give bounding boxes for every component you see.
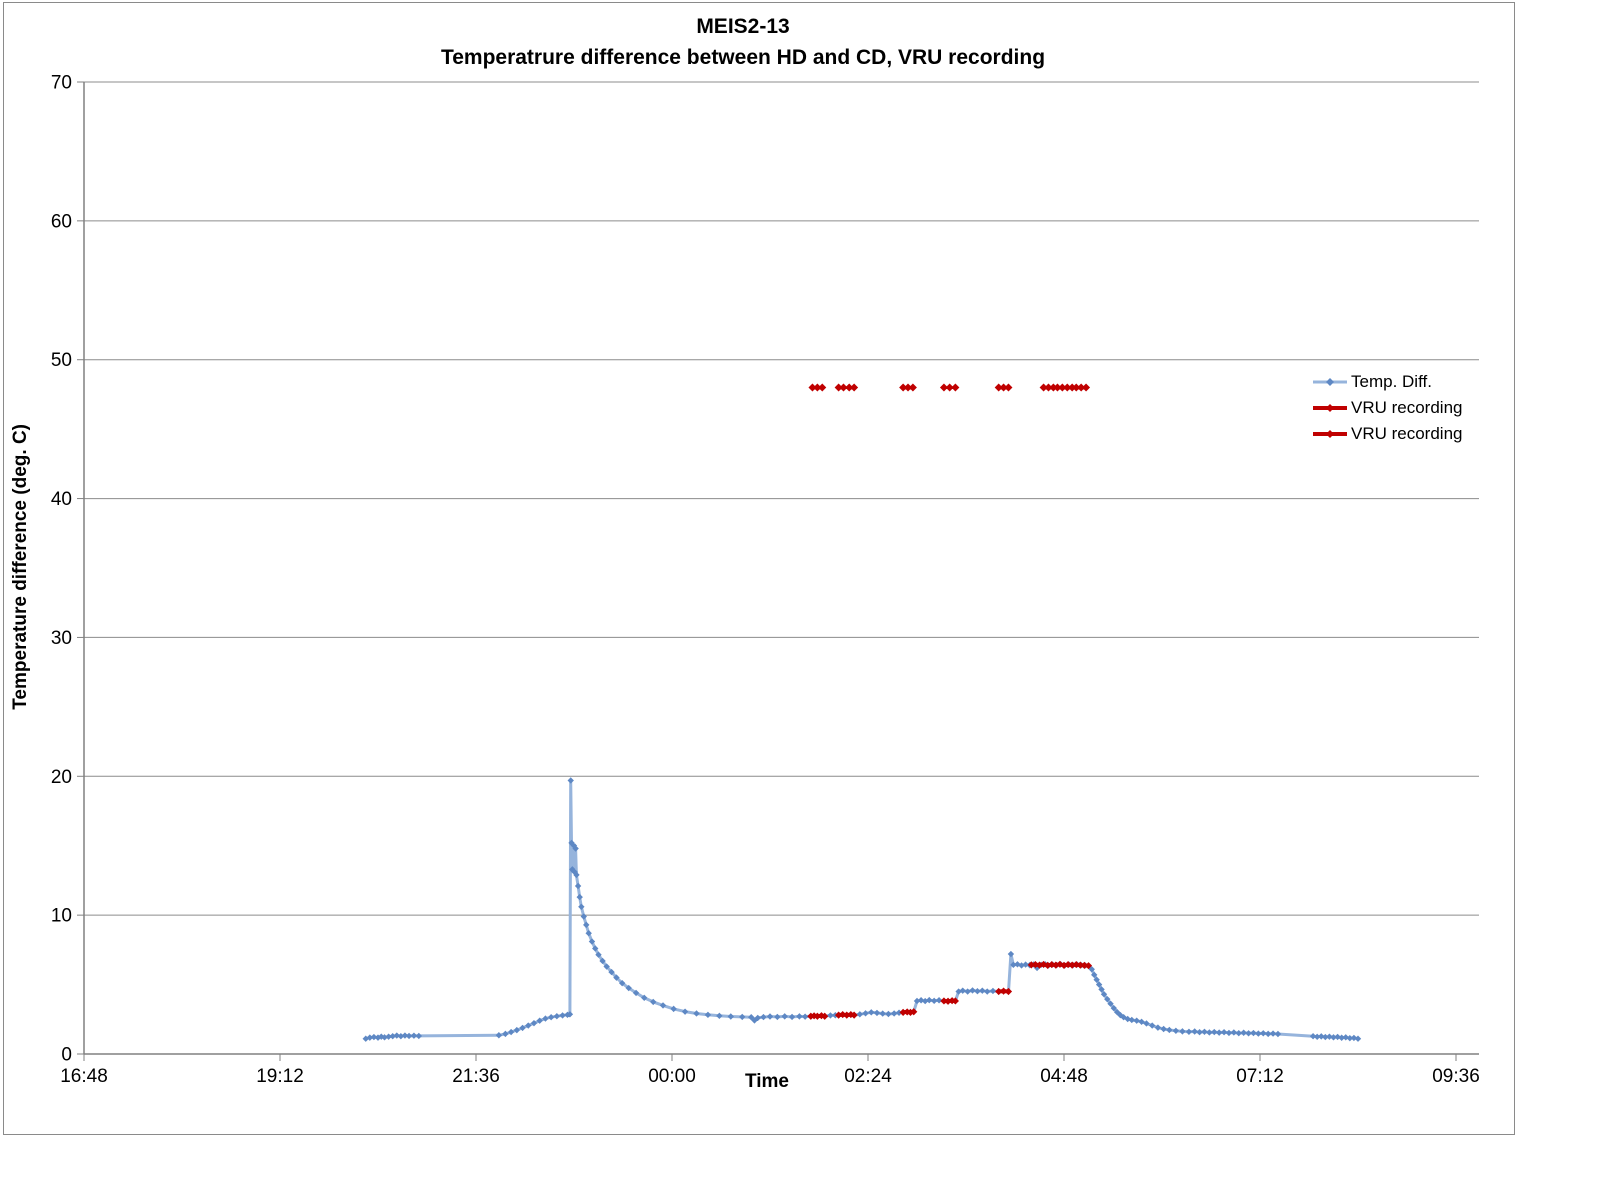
legend-label: VRU recording: [1351, 398, 1463, 417]
svg-text:16:48: 16:48: [60, 1066, 108, 1087]
svg-text:20: 20: [51, 767, 72, 788]
vru-recording-line-icon: [1313, 430, 1347, 438]
svg-text:19:12: 19:12: [256, 1066, 304, 1087]
svg-text:07:12: 07:12: [1236, 1066, 1284, 1087]
y-axis-title-wrap: Temperature difference (deg. C): [10, 80, 32, 1054]
svg-text:00:00: 00:00: [648, 1066, 696, 1087]
chart-subtitle: Temperatrure difference between HD and C…: [440, 46, 1046, 69]
legend-label: VRU recording: [1351, 424, 1463, 443]
chart: 0 10 20 30 40 50 60 70 16:48 19:12 21:36 00:00 02:24…: [3, 2, 1515, 1135]
temp-diff-line-icon: [1313, 378, 1347, 386]
chart-title: MEIS2-13: [696, 15, 790, 38]
svg-text:30: 30: [51, 628, 72, 649]
legend-item-vru-recording-1: VRU recording: [1312, 395, 1463, 421]
plot-area: 0 10 20 30 40 50 60 70 16:48 19:12 21:36 00:00 02:24…: [51, 73, 1480, 1088]
svg-text:10: 10: [51, 906, 72, 927]
y-axis-title: Temperature difference (deg. C): [10, 424, 31, 710]
chart-title-block: MEIS2-13 Temperatrure difference between…: [4, 11, 1482, 73]
svg-text:21:36: 21:36: [452, 1066, 500, 1087]
svg-text:70: 70: [51, 73, 72, 94]
vru-recording-line-icon: [1313, 404, 1347, 412]
svg-text:02:24: 02:24: [844, 1066, 892, 1087]
svg-text:09:36: 09:36: [1432, 1066, 1480, 1087]
svg-text:60: 60: [51, 211, 72, 232]
legend-item-temp-diff: Temp. Diff.: [1312, 369, 1463, 395]
legend: Temp. Diff. VRU recording VRU recording: [1312, 369, 1463, 447]
x-axis-title: Time: [744, 1071, 789, 1092]
legend-label: Temp. Diff.: [1351, 372, 1432, 391]
svg-text:50: 50: [51, 350, 72, 371]
svg-text:0: 0: [61, 1045, 72, 1066]
svg-text:40: 40: [51, 489, 72, 510]
legend-item-vru-recording-2: VRU recording: [1312, 421, 1463, 447]
svg-text:04:48: 04:48: [1040, 1066, 1088, 1087]
